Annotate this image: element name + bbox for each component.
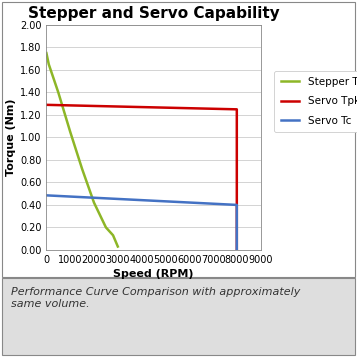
Stepper Tc xyxy=(80,167,84,171)
Stepper Tc xyxy=(68,130,72,134)
Servo Tc xyxy=(44,193,49,197)
Stepper Tc xyxy=(111,233,115,237)
Stepper Tc xyxy=(116,245,120,249)
Stepper Tc xyxy=(104,225,108,230)
Title: Stepper and Servo Capability: Stepper and Servo Capability xyxy=(27,6,280,21)
Legend: Stepper Tc, Servo Tpk, Servo Tc: Stepper Tc, Servo Tpk, Servo Tc xyxy=(275,71,357,132)
Stepper Tc xyxy=(47,62,51,66)
Stepper Tc xyxy=(44,51,49,55)
Servo Tpk xyxy=(235,107,239,111)
Stepper Tc xyxy=(92,201,96,205)
Line: Servo Tc: Servo Tc xyxy=(46,195,237,250)
Servo Tc xyxy=(235,203,239,207)
X-axis label: Speed (RPM): Speed (RPM) xyxy=(113,269,194,279)
Line: Stepper Tc: Stepper Tc xyxy=(46,53,118,247)
Servo Tpk xyxy=(235,248,239,252)
Stepper Tc xyxy=(56,90,60,95)
Servo Tc xyxy=(235,248,239,252)
Line: Servo Tpk: Servo Tpk xyxy=(46,105,237,250)
Text: Performance Curve Comparison with approximately
same volume.: Performance Curve Comparison with approx… xyxy=(11,287,300,309)
Y-axis label: Torque (Nm): Torque (Nm) xyxy=(6,99,16,176)
Servo Tpk xyxy=(44,103,49,107)
